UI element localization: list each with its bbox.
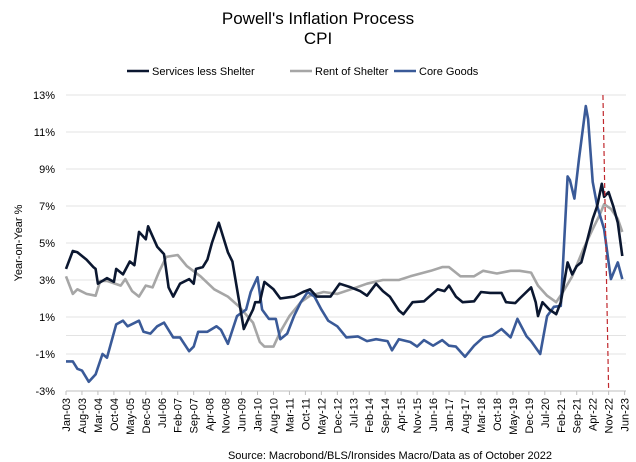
chart-subtitle: CPI bbox=[304, 29, 332, 48]
x-tick-label: Jun-09 bbox=[237, 398, 249, 432]
x-tick-label: Sep-07 bbox=[189, 398, 201, 433]
x-tick-label: Aug-17 bbox=[460, 398, 472, 433]
series-line-rent-of-shelter bbox=[64, 202, 624, 348]
chart-title: Powell's Inflation Process bbox=[222, 9, 414, 28]
x-axis-ticks: Jan-03 Aug-03 Mar-04 Oct-04 May-05 Dec-05 Jul-… bbox=[61, 391, 632, 435]
x-tick-label: Apr-22 bbox=[588, 398, 600, 431]
x-tick-label: Aug-03 bbox=[77, 398, 89, 433]
y-tick-label: 5% bbox=[39, 238, 55, 250]
x-tick-label: Oct-18 bbox=[492, 398, 504, 431]
series-lines bbox=[64, 104, 624, 384]
x-tick-label: Nov-15 bbox=[412, 398, 424, 433]
series-line-services-less-shelter bbox=[64, 182, 624, 331]
legend: Services less Shelter Rent of Shelter Core… bbox=[127, 66, 479, 78]
x-tick-label: Nov-22 bbox=[604, 398, 616, 433]
x-tick-label: Aug-10 bbox=[268, 398, 280, 433]
legend-label: Services less Shelter bbox=[152, 66, 255, 78]
x-tick-label: Jun-16 bbox=[428, 398, 440, 432]
x-tick-label: Feb-21 bbox=[556, 398, 568, 433]
series-line-core-goods bbox=[66, 104, 624, 384]
x-tick-label: Jan-03 bbox=[61, 398, 73, 432]
x-tick-label: Jul-20 bbox=[540, 398, 552, 428]
x-tick-label: Dec-19 bbox=[524, 398, 536, 433]
x-tick-label: Mar-11 bbox=[284, 398, 296, 432]
y-tick-label: -3% bbox=[35, 386, 55, 398]
x-tick-label: Feb-07 bbox=[173, 398, 185, 433]
x-tick-label: Apr-15 bbox=[396, 398, 408, 431]
y-tick-label: 1% bbox=[39, 312, 55, 324]
x-tick-label: Sep-14 bbox=[380, 398, 392, 433]
x-tick-label: Dec-05 bbox=[141, 398, 153, 433]
source-note: Source: Macrobond/BLS/Ironsides Macro/Da… bbox=[228, 450, 552, 462]
legend-label: Core Goods bbox=[419, 66, 479, 78]
x-tick-label: Mar-04 bbox=[93, 398, 105, 433]
x-tick-label: Mar-18 bbox=[476, 398, 488, 433]
y-tick-label: 9% bbox=[39, 164, 55, 176]
y-tick-label: 3% bbox=[39, 275, 55, 287]
y-axis-ticks: 13% 11% 9% 7% 5% 3% 1% -1% -3% bbox=[33, 90, 55, 398]
y-tick-label: -1% bbox=[35, 349, 55, 361]
y-axis-label: Year-on-Year % bbox=[13, 204, 25, 281]
gridlines bbox=[66, 94, 626, 355]
x-tick-label: Jul-06 bbox=[157, 398, 169, 428]
x-tick-label: May-12 bbox=[316, 398, 328, 435]
y-tick-label: 7% bbox=[39, 201, 55, 213]
x-tick-label: Oct-11 bbox=[300, 398, 312, 430]
y-tick-label: 11% bbox=[34, 127, 55, 139]
x-tick-label: Jan-17 bbox=[444, 398, 456, 432]
x-tick-label: May-19 bbox=[508, 398, 520, 435]
x-tick-label: May-05 bbox=[125, 398, 137, 435]
x-tick-label: Sep-21 bbox=[572, 398, 584, 433]
annotation-dashed-line bbox=[602, 94, 610, 392]
x-tick-label: Dec-12 bbox=[332, 398, 344, 433]
x-tick-label: Apr-08 bbox=[205, 398, 217, 431]
x-tick-label: Feb-14 bbox=[364, 398, 376, 433]
y-tick-label: 13% bbox=[33, 90, 55, 102]
x-tick-label: Nov-08 bbox=[221, 398, 233, 433]
legend-label: Rent of Shelter bbox=[315, 66, 389, 78]
x-tick-label: Jul-13 bbox=[348, 398, 360, 428]
x-tick-label: Jan-10 bbox=[253, 398, 265, 432]
x-tick-label: Jun-23 bbox=[620, 398, 632, 432]
x-tick-label: Oct-04 bbox=[109, 398, 121, 431]
